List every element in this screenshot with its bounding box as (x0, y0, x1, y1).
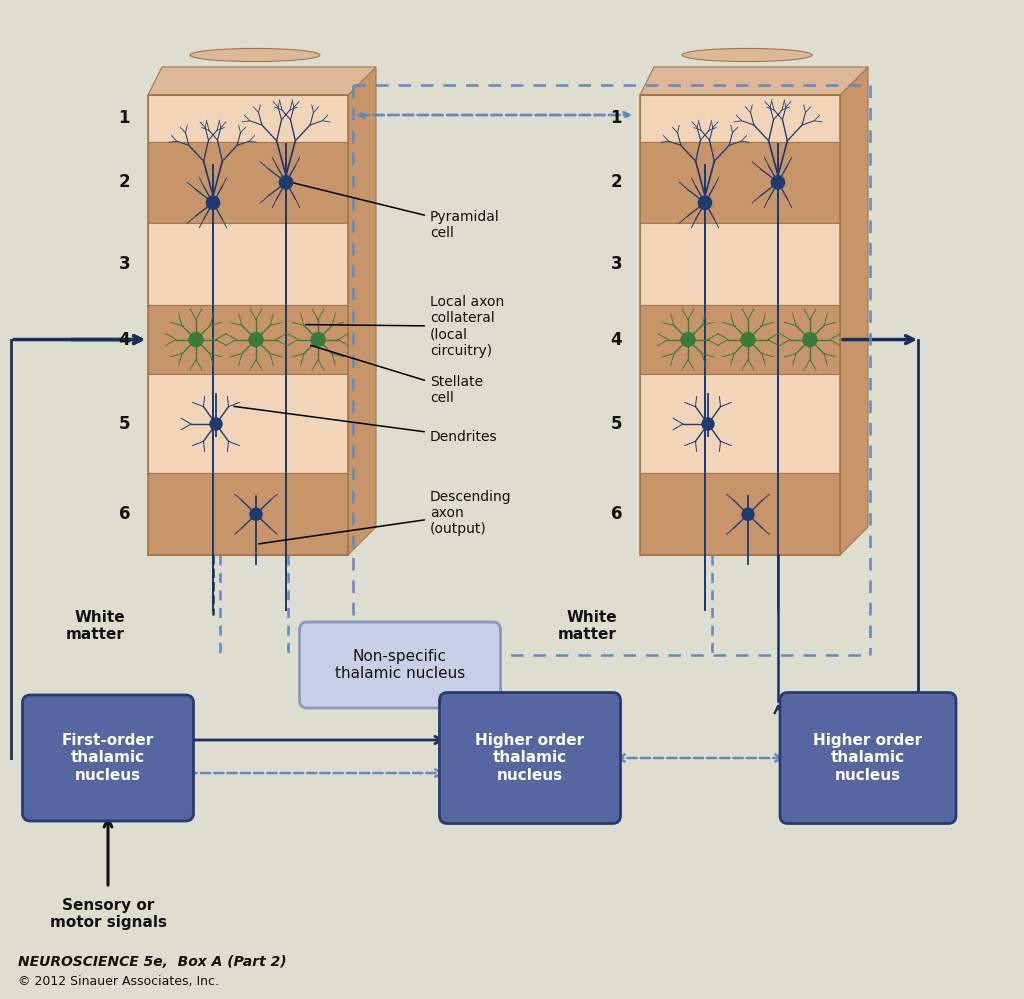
Circle shape (207, 196, 220, 210)
Bar (148, 375, 348, 474)
Bar (148, 142, 348, 223)
Circle shape (741, 333, 755, 347)
Text: 2: 2 (119, 174, 130, 192)
Text: Local axon
collateral
(local
circuitry): Local axon collateral (local circuitry) (306, 295, 504, 358)
FancyBboxPatch shape (299, 622, 501, 708)
Polygon shape (348, 67, 376, 555)
Bar (148, 305, 348, 375)
FancyBboxPatch shape (23, 695, 194, 821)
Bar (640, 474, 840, 555)
Text: 2: 2 (610, 174, 622, 192)
Circle shape (189, 333, 203, 347)
Circle shape (702, 418, 714, 430)
Text: White
matter: White matter (67, 610, 125, 642)
Circle shape (210, 418, 222, 430)
Bar (640, 142, 840, 223)
Text: Dendrites: Dendrites (233, 407, 498, 444)
Bar (148, 95, 348, 142)
Circle shape (771, 176, 784, 189)
FancyBboxPatch shape (780, 692, 956, 823)
Circle shape (311, 333, 325, 347)
Text: Higher order
thalamic
nucleus: Higher order thalamic nucleus (475, 733, 585, 783)
Polygon shape (640, 67, 868, 95)
Text: 5: 5 (119, 415, 130, 433)
Bar (640, 223, 840, 305)
Text: Higher order
thalamic
nucleus: Higher order thalamic nucleus (813, 733, 923, 783)
Text: © 2012 Sinauer Associates, Inc.: © 2012 Sinauer Associates, Inc. (18, 975, 219, 988)
Text: 3: 3 (610, 255, 622, 273)
Circle shape (698, 196, 712, 210)
Circle shape (280, 176, 293, 189)
Circle shape (803, 333, 817, 347)
Text: Non-specific
thalamic nucleus: Non-specific thalamic nucleus (335, 648, 465, 681)
Circle shape (250, 508, 262, 520)
Text: White
matter: White matter (558, 610, 617, 642)
Text: First-order
thalamic
nucleus: First-order thalamic nucleus (61, 733, 155, 783)
Bar (640, 375, 840, 474)
Text: 1: 1 (119, 109, 130, 127)
FancyBboxPatch shape (439, 692, 621, 823)
Bar (148, 223, 348, 305)
Text: 3: 3 (119, 255, 130, 273)
Bar (148, 474, 348, 555)
Circle shape (742, 508, 754, 520)
Text: 4: 4 (610, 331, 622, 349)
Circle shape (681, 333, 695, 347)
Bar (640, 305, 840, 375)
Text: 6: 6 (119, 505, 130, 523)
Text: 6: 6 (610, 505, 622, 523)
Ellipse shape (682, 48, 812, 62)
Text: Pyramidal
cell: Pyramidal cell (294, 183, 500, 240)
Text: Descending
axon
(output): Descending axon (output) (259, 490, 512, 543)
Bar (640, 95, 840, 555)
Ellipse shape (190, 48, 319, 62)
Bar (148, 95, 348, 555)
Circle shape (249, 333, 263, 347)
Text: 4: 4 (119, 331, 130, 349)
Text: Stellate
cell: Stellate cell (310, 346, 483, 406)
Polygon shape (840, 67, 868, 555)
Text: 1: 1 (610, 109, 622, 127)
Text: 5: 5 (610, 415, 622, 433)
Text: Sensory or
motor signals: Sensory or motor signals (49, 898, 167, 930)
Polygon shape (148, 67, 376, 95)
Text: NEUROSCIENCE 5e,  Box A (Part 2): NEUROSCIENCE 5e, Box A (Part 2) (18, 955, 287, 969)
Bar (640, 95, 840, 142)
